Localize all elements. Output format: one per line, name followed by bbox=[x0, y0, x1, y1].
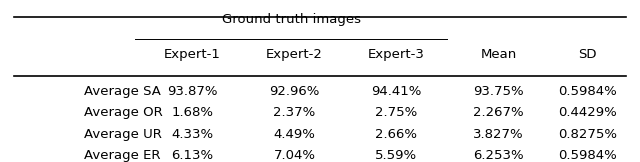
Text: 4.33%: 4.33% bbox=[172, 128, 214, 141]
Text: Expert-3: Expert-3 bbox=[368, 48, 425, 61]
Text: 92.96%: 92.96% bbox=[269, 85, 320, 98]
Text: 0.5984%: 0.5984% bbox=[558, 149, 617, 162]
Text: 2.66%: 2.66% bbox=[376, 128, 417, 141]
Text: 4.49%: 4.49% bbox=[273, 128, 316, 141]
Text: 5.59%: 5.59% bbox=[376, 149, 417, 162]
Text: 2.75%: 2.75% bbox=[375, 106, 417, 119]
Text: Expert-1: Expert-1 bbox=[164, 48, 221, 61]
Text: 6.13%: 6.13% bbox=[172, 149, 214, 162]
Text: 7.04%: 7.04% bbox=[273, 149, 316, 162]
Text: Average SA: Average SA bbox=[84, 85, 161, 98]
Text: 2.267%: 2.267% bbox=[473, 106, 524, 119]
Text: 6.253%: 6.253% bbox=[473, 149, 524, 162]
Text: Average OR: Average OR bbox=[84, 106, 163, 119]
Text: SD: SD bbox=[579, 48, 597, 61]
Text: 0.5984%: 0.5984% bbox=[558, 85, 617, 98]
Text: 93.75%: 93.75% bbox=[473, 85, 524, 98]
Text: 93.87%: 93.87% bbox=[167, 85, 218, 98]
Text: 0.4429%: 0.4429% bbox=[558, 106, 617, 119]
Text: Ground truth images: Ground truth images bbox=[222, 13, 361, 26]
Text: Mean: Mean bbox=[480, 48, 516, 61]
Text: 3.827%: 3.827% bbox=[473, 128, 524, 141]
Text: 2.37%: 2.37% bbox=[273, 106, 316, 119]
Text: 94.41%: 94.41% bbox=[371, 85, 422, 98]
Text: 0.8275%: 0.8275% bbox=[558, 128, 617, 141]
Text: 1.68%: 1.68% bbox=[172, 106, 214, 119]
Text: Average UR: Average UR bbox=[84, 128, 162, 141]
Text: Average ER: Average ER bbox=[84, 149, 161, 162]
Text: Expert-2: Expert-2 bbox=[266, 48, 323, 61]
